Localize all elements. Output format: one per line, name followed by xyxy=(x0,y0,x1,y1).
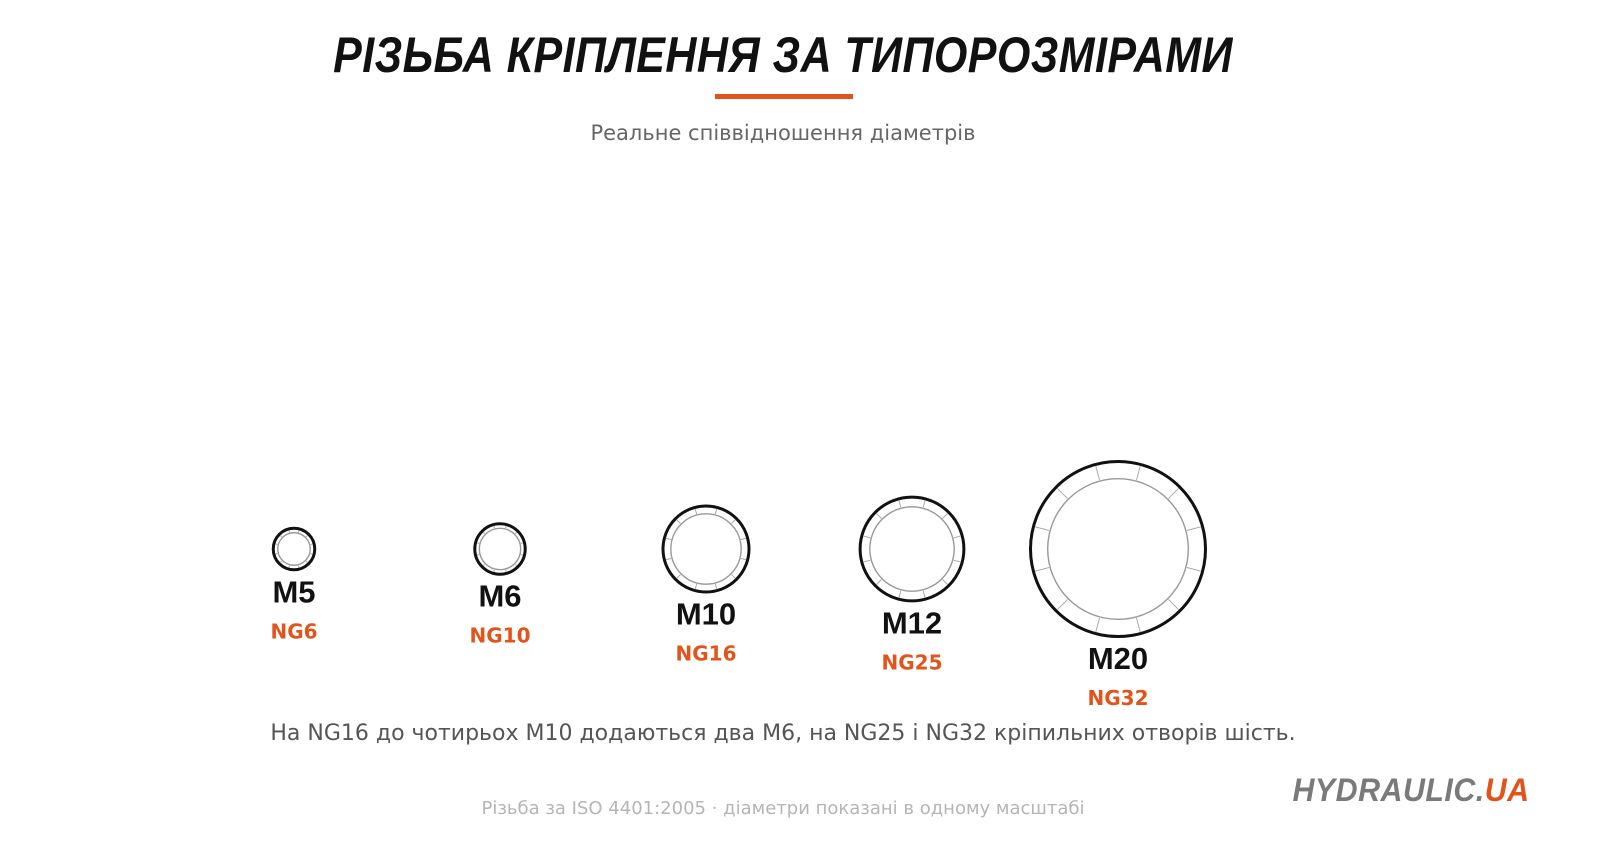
brand-logo[interactable]: HYDRAULIC.UA xyxy=(1293,772,1530,809)
nominal-size-label: NG32 xyxy=(1088,686,1149,710)
fastening-note: На NG16 до чотирьох M10 додаються два M6… xyxy=(270,721,1296,746)
page-title: РІЗЬБА КРІПЛЕННЯ ЗА ТИПОРОЗМІРАМИ xyxy=(333,27,1233,83)
thread-size-diagram: M5 NG6 M6 NG10 M10 NG16 M12 NG25 M20 NG32 xyxy=(270,460,1207,710)
nominal-size-label: NG6 xyxy=(270,619,317,643)
thread-size-label: M12 xyxy=(882,605,942,640)
thread-size-label: M5 xyxy=(272,574,315,609)
logo-main-text: HYDRAULIC. xyxy=(1292,772,1486,808)
thread-ring-m5 xyxy=(271,526,317,572)
thread-ring-m12 xyxy=(858,495,966,603)
nominal-size-label: NG10 xyxy=(470,624,531,648)
thread-size-label: M10 xyxy=(676,597,736,632)
thread-ring-m10 xyxy=(661,504,751,594)
logo-suffix-text: UA xyxy=(1485,772,1530,808)
standard-footnote: Різьба за ISO 4401:2005 · діаметри показ… xyxy=(481,798,1085,819)
nominal-size-label: NG25 xyxy=(882,650,943,674)
page-subtitle: Реальне співвідношення діаметрів xyxy=(590,121,976,145)
thread-ring-m20 xyxy=(1029,460,1207,638)
nominal-size-label: NG16 xyxy=(676,642,737,666)
thread-size-label: M20 xyxy=(1088,641,1148,676)
thread-ring-m6 xyxy=(473,522,527,576)
title-accent-bar xyxy=(715,94,853,99)
thread-size-label: M6 xyxy=(478,579,521,614)
